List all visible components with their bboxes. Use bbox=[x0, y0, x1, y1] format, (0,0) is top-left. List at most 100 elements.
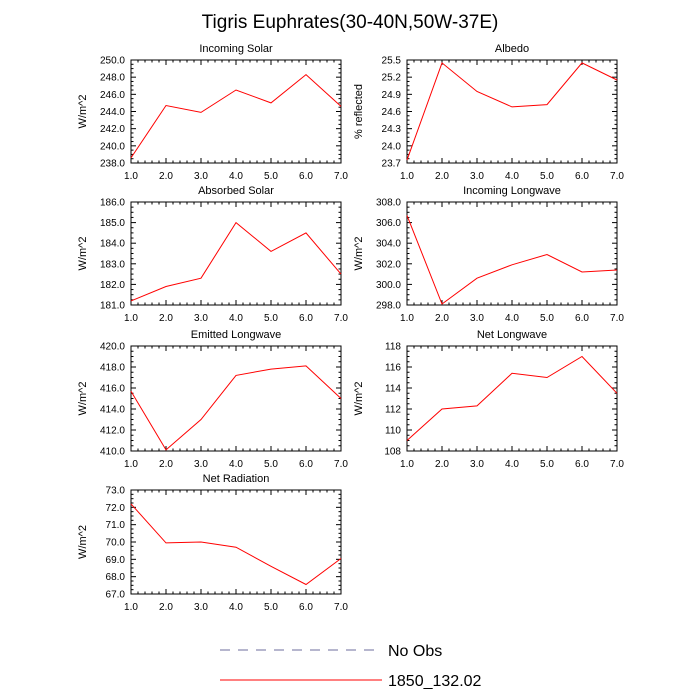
x-tick-label: 1.0 bbox=[400, 171, 414, 182]
y-tick-label: 110 bbox=[385, 426, 401, 437]
x-tick-label: 4.0 bbox=[505, 171, 519, 182]
x-tick-label: 2.0 bbox=[435, 313, 449, 324]
x-tick-label: 6.0 bbox=[575, 313, 589, 324]
y-axis-label: W/m^2 bbox=[353, 237, 365, 271]
y-axis-label: W/m^2 bbox=[77, 525, 89, 559]
panel-incoming-longwave: Incoming Longwave W/m^2 1.0 2.0 3.0 4.0 5.0 6.0… bbox=[353, 185, 624, 324]
panel-incoming-solar: Incoming Solar W/m^2 1.0 2.0 3.0 4.0 5.0 6.0 7.0… bbox=[77, 43, 348, 182]
x-tick-label: 4.0 bbox=[229, 602, 243, 613]
y-tick-label: 184.0 bbox=[100, 239, 125, 250]
y-tick-label: 181.0 bbox=[100, 301, 125, 312]
y-tick-label: 250.0 bbox=[100, 56, 125, 67]
x-tick-label: 4.0 bbox=[229, 313, 243, 324]
panel-title: Incoming Solar bbox=[199, 43, 273, 55]
panel-absorbed-solar: Absorbed Solar W/m^2 1.0 2.0 3.0 4.0 5.0 6.0 7.0… bbox=[77, 185, 348, 324]
panel-emitted-longwave: Emitted Longwave W/m^2 1.0 2.0 3.0 4.0 5.0 6.0 7… bbox=[77, 329, 348, 470]
y-tick-label: 242.0 bbox=[100, 124, 125, 135]
panel-title: Net Radiation bbox=[203, 473, 270, 485]
x-tick-label: 6.0 bbox=[299, 602, 313, 613]
x-tick-label: 2.0 bbox=[159, 313, 173, 324]
y-tick-label: 68.0 bbox=[106, 572, 126, 583]
plot-frame bbox=[406, 59, 618, 164]
figure-title: Tigris Euphrates(30-40N,50W-37E) bbox=[202, 12, 499, 33]
y-tick-label: 24.0 bbox=[382, 141, 402, 152]
y-tick-label: 108 bbox=[384, 447, 401, 458]
y-tick-label: 304.0 bbox=[376, 239, 401, 250]
y-tick-label: 246.0 bbox=[100, 90, 125, 101]
x-tick-label: 3.0 bbox=[194, 171, 208, 182]
x-tick-label: 2.0 bbox=[159, 171, 173, 182]
panel-net-longwave: Net Longwave W/m^2 1.0 2.0 3.0 4.0 5.0 6.0 7.0 10… bbox=[353, 329, 624, 470]
x-tick-label: 5.0 bbox=[540, 459, 554, 470]
x-tick-label: 7.0 bbox=[334, 313, 348, 324]
y-tick-label: 414.0 bbox=[100, 405, 125, 416]
y-tick-label: 300.0 bbox=[376, 280, 401, 291]
x-tick-label: 2.0 bbox=[159, 602, 173, 613]
y-tick-label: 71.0 bbox=[106, 520, 126, 531]
y-tick-label: 73.0 bbox=[106, 486, 126, 497]
legend: No Obs 1850_132.02 bbox=[220, 643, 482, 690]
x-tick-label: 3.0 bbox=[470, 171, 484, 182]
plot-frame bbox=[406, 201, 618, 306]
x-tick-label: 7.0 bbox=[334, 602, 348, 613]
y-tick-label: 412.0 bbox=[100, 426, 125, 437]
x-tick-label: 1.0 bbox=[124, 171, 138, 182]
x-tick-label: 1.0 bbox=[400, 313, 414, 324]
y-tick-label: 69.0 bbox=[106, 555, 126, 566]
y-axis-label: W/m^2 bbox=[77, 95, 89, 129]
y-tick-label: 306.0 bbox=[376, 218, 401, 229]
panel-title: Emitted Longwave bbox=[191, 329, 282, 341]
x-tick-label: 6.0 bbox=[299, 459, 313, 470]
y-tick-label: 24.6 bbox=[382, 107, 402, 118]
x-tick-label: 7.0 bbox=[334, 459, 348, 470]
series-line bbox=[130, 503, 342, 586]
y-tick-label: 308.0 bbox=[376, 198, 401, 209]
series-line bbox=[130, 365, 342, 451]
y-tick-label: 25.5 bbox=[382, 56, 402, 67]
panel-net-radiation: Net Radiation W/m^2 1.0 2.0 3.0 4.0 5.0 6.0 7.0 6… bbox=[77, 473, 348, 613]
y-tick-label: 112 bbox=[385, 405, 401, 416]
y-tick-label: 25.2 bbox=[382, 73, 402, 84]
series-line bbox=[406, 355, 618, 441]
x-tick-label: 2.0 bbox=[435, 459, 449, 470]
panels: Incoming Solar W/m^2 1.0 2.0 3.0 4.0 5.0 6.0 7.0… bbox=[77, 43, 624, 613]
series-line bbox=[406, 62, 618, 161]
x-tick-label: 3.0 bbox=[194, 602, 208, 613]
legend-label-1850: 1850_132.02 bbox=[388, 673, 482, 690]
x-tick-label: 1.0 bbox=[124, 313, 138, 324]
plot-frame bbox=[130, 201, 342, 306]
panel-title: Absorbed Solar bbox=[198, 185, 274, 197]
y-tick-label: 114 bbox=[385, 384, 401, 395]
y-tick-label: 186.0 bbox=[100, 198, 125, 209]
panel-albedo: Albedo % reflected 1.0 2.0 3.0 4.0 5.0 6.0 7.0 23… bbox=[353, 43, 624, 182]
x-tick-label: 1.0 bbox=[124, 459, 138, 470]
y-axis-label: W/m^2 bbox=[353, 382, 365, 416]
x-tick-label: 4.0 bbox=[229, 459, 243, 470]
x-tick-label: 5.0 bbox=[540, 313, 554, 324]
plot-frame bbox=[130, 489, 342, 595]
x-tick-label: 5.0 bbox=[264, 313, 278, 324]
panel-title: Albedo bbox=[495, 43, 529, 55]
x-tick-label: 7.0 bbox=[610, 313, 624, 324]
x-tick-label: 1.0 bbox=[124, 602, 138, 613]
y-tick-label: 23.7 bbox=[382, 159, 402, 170]
panel-title: Net Longwave bbox=[477, 329, 547, 341]
y-axis-label: W/m^2 bbox=[77, 237, 89, 271]
y-tick-label: 420.0 bbox=[100, 342, 125, 353]
x-tick-label: 5.0 bbox=[264, 459, 278, 470]
y-tick-label: 24.9 bbox=[382, 90, 402, 101]
x-tick-label: 6.0 bbox=[575, 459, 589, 470]
legend-label-no-obs: No Obs bbox=[388, 643, 442, 660]
y-tick-label: 238.0 bbox=[100, 159, 125, 170]
y-tick-label: 244.0 bbox=[100, 107, 125, 118]
y-tick-label: 185.0 bbox=[100, 218, 125, 229]
x-tick-label: 2.0 bbox=[159, 459, 173, 470]
x-tick-label: 6.0 bbox=[299, 171, 313, 182]
x-tick-label: 7.0 bbox=[610, 459, 624, 470]
x-tick-label: 5.0 bbox=[264, 602, 278, 613]
x-tick-label: 5.0 bbox=[540, 171, 554, 182]
x-tick-label: 3.0 bbox=[470, 313, 484, 324]
series-line bbox=[406, 215, 618, 305]
y-tick-label: 183.0 bbox=[100, 259, 125, 270]
